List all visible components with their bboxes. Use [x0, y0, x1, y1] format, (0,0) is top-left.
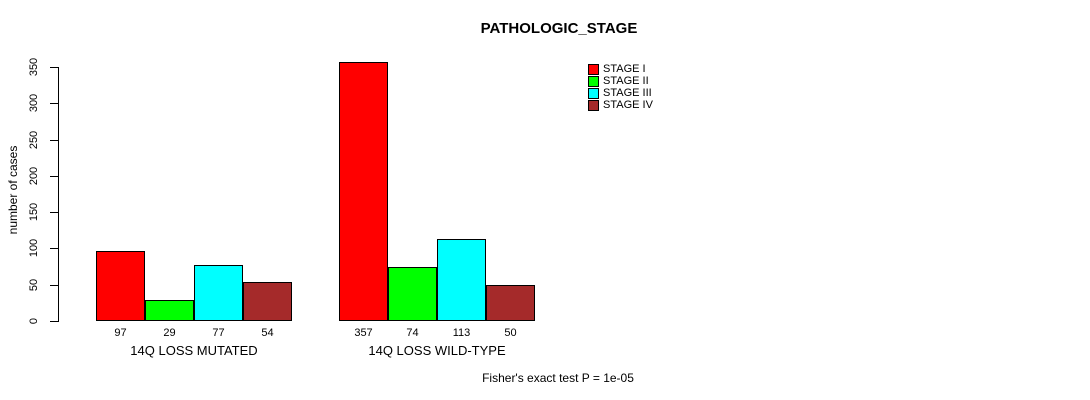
y-tick: [50, 285, 58, 286]
y-tick-label: 50: [28, 278, 40, 292]
legend-item-stage-iii: STAGE III: [588, 87, 653, 99]
y-tick-label: 300: [28, 93, 40, 113]
bar-14q-loss-wild-type-stage-i: [339, 62, 388, 321]
bar-14q-loss-wild-type-stage-iii: [437, 239, 486, 321]
legend-swatch-stage-i: [588, 63, 599, 75]
y-tick: [50, 140, 58, 141]
bar-value-14q-loss-mutated-stage-i: 97: [114, 327, 127, 339]
legend-label: STAGE III: [603, 87, 652, 99]
bar-value-14q-loss-wild-type-stage-ii: 74: [406, 327, 419, 339]
legend-swatch-stage-ii: [588, 75, 599, 87]
y-tick-label: 250: [28, 130, 40, 150]
legend: STAGE I STAGE II STAGE III STAGE IV: [588, 63, 653, 111]
legend-label: STAGE IV: [603, 99, 653, 111]
group-label-14q-loss-wild-type: 14Q LOSS WILD-TYPE: [368, 343, 506, 358]
y-tick-label: 350: [28, 57, 40, 77]
bar-value-14q-loss-wild-type-stage-iii: 113: [452, 327, 471, 339]
group-label-14q-loss-mutated: 14Q LOSS MUTATED: [130, 343, 258, 358]
bar-value-14q-loss-mutated-stage-ii: 29: [163, 327, 176, 339]
y-tick: [50, 176, 58, 177]
legend-swatch-stage-iii: [588, 87, 599, 99]
chart-title: PATHOLOGIC_STAGE: [480, 20, 638, 37]
bar-value-14q-loss-wild-type-stage-i: 357: [354, 327, 373, 339]
legend-label: STAGE I: [603, 63, 646, 75]
legend-item-stage-ii: STAGE II: [588, 75, 653, 87]
bar-14q-loss-wild-type-stage-iv: [486, 285, 535, 321]
fisher-test-annotation: Fisher's exact test P = 1e-05: [482, 371, 634, 385]
bar-14q-loss-mutated-stage-iv: [243, 282, 292, 321]
y-tick: [50, 248, 58, 249]
bar-value-14q-loss-mutated-stage-iv: 54: [261, 327, 274, 339]
bar-value-14q-loss-mutated-stage-iii: 77: [212, 327, 225, 339]
legend-item-stage-i: STAGE I: [588, 63, 653, 75]
legend-item-stage-iv: STAGE IV: [588, 99, 653, 111]
bar-14q-loss-mutated-stage-i: [96, 251, 145, 321]
bar-14q-loss-mutated-stage-iii: [194, 265, 243, 321]
y-axis: [58, 67, 59, 322]
bar-14q-loss-wild-type-stage-ii: [388, 267, 437, 321]
y-axis-label: number of cases: [6, 145, 20, 235]
y-tick-label: 150: [28, 202, 40, 222]
y-tick: [50, 212, 58, 213]
y-tick-label: 100: [28, 238, 40, 258]
legend-swatch-stage-iv: [588, 99, 599, 111]
bar-value-14q-loss-wild-type-stage-iv: 50: [504, 327, 517, 339]
bar-14q-loss-mutated-stage-ii: [145, 300, 194, 321]
y-tick: [50, 67, 58, 68]
y-tick-label: 0: [28, 317, 40, 325]
y-tick-label: 200: [28, 166, 40, 186]
y-tick: [50, 321, 58, 322]
legend-label: STAGE II: [603, 75, 649, 87]
y-tick: [50, 103, 58, 104]
